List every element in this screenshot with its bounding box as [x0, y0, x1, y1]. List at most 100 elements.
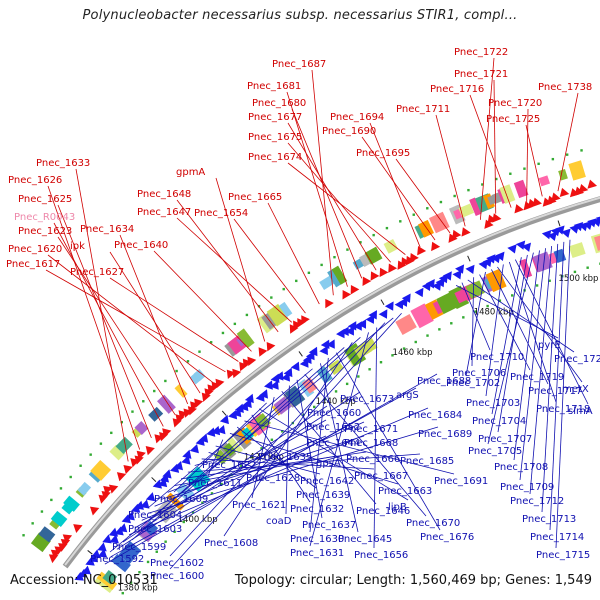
gene-label: Pnec_1602	[150, 558, 204, 569]
gene-label: Pnec_1632	[290, 504, 344, 515]
gene-label: Pnec_1714	[530, 532, 584, 543]
reverse-gene-arrow	[91, 549, 101, 559]
tick-mark	[151, 477, 157, 482]
forward-gene-arrow	[101, 490, 111, 500]
reverse-gene-arrow	[515, 240, 526, 250]
cog-color-block	[50, 510, 68, 528]
gene-label: Pnec_1689	[418, 429, 472, 440]
gc-mark	[69, 475, 72, 479]
reverse-gene-arrow	[211, 425, 221, 436]
gc-mark	[498, 299, 502, 302]
forward-gene-arrow	[232, 368, 242, 379]
gc-mark	[313, 405, 316, 409]
gene-label: Pnec_1671	[344, 424, 398, 435]
gc-mark	[334, 390, 338, 393]
reverse-gene-arrow	[109, 534, 119, 544]
gc-mark	[50, 498, 53, 502]
forward-gene-arrow	[417, 246, 427, 256]
leader-line-bottom	[309, 332, 369, 547]
gc-mark	[495, 177, 498, 181]
gene-label: Pnec_1687	[272, 59, 326, 70]
leader-line-top	[176, 199, 279, 333]
forward-gene-arrow	[60, 539, 71, 548]
gc-mark	[221, 331, 225, 335]
gc-mark	[385, 226, 389, 230]
leader-line-bottom	[187, 453, 421, 473]
leader-line-bottom	[258, 408, 409, 501]
leader-line-bottom	[465, 271, 486, 377]
reverse-gene-arrow	[521, 242, 532, 252]
gene-label: Pnec_1709	[500, 482, 554, 493]
forward-gene-arrow	[62, 534, 73, 544]
forward-gene-arrow	[401, 257, 411, 267]
forward-gene-arrow	[492, 213, 502, 223]
gene-label: Pnec_1656	[354, 550, 408, 561]
gene-label: Pnec_1706	[452, 368, 506, 379]
gc-mark	[240, 464, 243, 468]
gene-label: Pnec_1712	[510, 496, 564, 507]
leader-line-bottom	[461, 282, 491, 351]
reverse-gene-arrow	[152, 479, 162, 489]
gc-mark	[59, 487, 63, 490]
gene-label: Pnec_1611	[188, 478, 242, 489]
leader-line-bottom	[131, 337, 361, 541]
leader-line-top	[119, 234, 189, 405]
gene-label: Pnec_1718	[536, 404, 590, 415]
gc-mark	[22, 534, 25, 537]
reverse-gene-arrow	[219, 414, 229, 425]
gene-label: slmA	[568, 406, 593, 417]
forward-gene-arrow	[266, 341, 276, 352]
map-title: Polynucleobacter necessarius subsp. nece…	[82, 8, 518, 23]
forward-gene-arrow	[162, 428, 172, 438]
reverse-gene-arrow	[378, 309, 388, 319]
cog-color-block	[594, 233, 600, 251]
cog-color-block	[143, 520, 159, 536]
accession-label: Accession: NC_010531	[10, 573, 158, 588]
cog-color-block	[115, 436, 133, 455]
gene-label: Pnec_1685	[400, 456, 454, 467]
cog-color-block	[241, 425, 257, 441]
gc-mark	[164, 379, 167, 383]
gc-mark	[467, 188, 470, 192]
leader-line-bottom	[169, 322, 386, 557]
leader-line-top	[45, 269, 226, 373]
gene-label: Pnec_1710	[470, 352, 524, 363]
gc-mark	[372, 233, 375, 237]
reverse-gene-arrow	[234, 403, 244, 413]
reverse-gene-arrow	[125, 511, 135, 521]
genome-summary: Topology: circular; Length: 1,560,469 bp…	[234, 573, 592, 588]
gc-mark	[368, 368, 371, 371]
reverse-gene-arrow	[561, 228, 571, 238]
tick-mark	[87, 550, 93, 555]
leader-line-top	[526, 108, 529, 202]
gene-label: Pnec_1670	[406, 518, 460, 529]
gene-label: Pnec_1617	[6, 259, 60, 270]
reverse-gene-arrow	[97, 542, 107, 552]
gene-label: Pnec_1717	[528, 386, 582, 397]
gc-mark	[186, 360, 190, 363]
forward-gene-arrow	[409, 253, 419, 263]
leader-line-top	[233, 218, 306, 314]
gene-label: Pnec_1726	[554, 354, 600, 365]
gene-label: Pnec_1620	[8, 244, 62, 255]
gc-mark	[474, 310, 477, 313]
forward-gene-arrow	[542, 197, 553, 207]
gene-label: Pnec_1622	[202, 460, 256, 471]
reverse-gene-arrow	[465, 264, 475, 275]
tick-mark	[467, 255, 471, 262]
leader-line-top	[287, 162, 406, 255]
gene-label: gpmA	[176, 167, 205, 178]
leader-line-bottom	[251, 414, 311, 503]
cog-color-block	[513, 179, 529, 199]
gene-label: Pnec_1691	[434, 476, 488, 487]
cog-color-block	[90, 459, 112, 481]
gene-label: Pnec_1703	[466, 398, 520, 409]
leader-line-bottom	[208, 452, 267, 472]
gene-label: Pnec_R0043	[14, 212, 75, 223]
gc-mark	[270, 438, 274, 441]
cog-color-block	[558, 169, 568, 181]
gc-mark	[359, 241, 362, 244]
leader-line-bottom	[281, 390, 377, 505]
gc-mark	[426, 334, 429, 337]
leader-line-bottom	[104, 373, 438, 565]
